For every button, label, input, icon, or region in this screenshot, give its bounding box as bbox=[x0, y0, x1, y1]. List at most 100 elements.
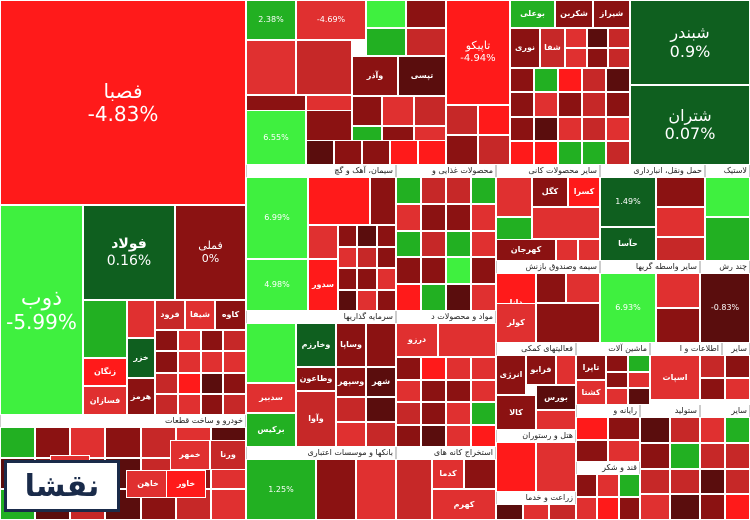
stock-tile[interactable] bbox=[200, 372, 224, 394]
stock-tile[interactable] bbox=[177, 330, 201, 352]
stock-tile[interactable] bbox=[606, 140, 630, 165]
stock-tile[interactable]: وطاعون bbox=[296, 367, 336, 391]
stock-tile[interactable] bbox=[210, 489, 246, 520]
stock-tile[interactable]: هرمز bbox=[127, 378, 155, 415]
stock-tile[interactable]: وساپا bbox=[336, 323, 366, 367]
stock-tile[interactable] bbox=[606, 355, 628, 372]
stock-tile[interactable]: سدور bbox=[308, 259, 338, 311]
stock-tile[interactable] bbox=[558, 140, 582, 165]
stock-tile[interactable] bbox=[640, 468, 670, 495]
stock-tile[interactable] bbox=[586, 48, 609, 68]
stock-tile[interactable] bbox=[177, 372, 201, 394]
stock-tile[interactable] bbox=[556, 239, 578, 261]
sector-header[interactable]: فعالیتهای کمکی bbox=[496, 343, 576, 355]
stock-tile[interactable]: خاور bbox=[166, 470, 206, 498]
stock-tile[interactable] bbox=[606, 68, 630, 93]
stock-tile[interactable] bbox=[406, 28, 446, 56]
stock-tile[interactable] bbox=[418, 140, 446, 165]
stock-tile[interactable] bbox=[656, 237, 705, 261]
stock-tile[interactable] bbox=[357, 225, 377, 247]
stock-tile[interactable] bbox=[576, 417, 608, 440]
sector-header[interactable]: زراعت و خدما bbox=[496, 492, 576, 504]
stock-tile[interactable]: فسازان bbox=[83, 386, 127, 415]
stock-tile[interactable] bbox=[608, 48, 630, 68]
stock-tile[interactable] bbox=[536, 410, 576, 430]
stock-tile[interactable] bbox=[366, 0, 406, 28]
stock-tile[interactable]: -4.69% bbox=[296, 0, 366, 40]
stock-tile[interactable]: شبندر 0.9% bbox=[630, 0, 750, 85]
stock-tile[interactable]: کشتا bbox=[576, 380, 606, 405]
stock-tile[interactable] bbox=[390, 140, 418, 165]
stock-tile[interactable] bbox=[496, 442, 536, 492]
stock-tile[interactable]: شیفا bbox=[185, 300, 215, 330]
stock-tile[interactable] bbox=[357, 268, 377, 290]
stock-tile[interactable] bbox=[396, 379, 421, 402]
stock-tile[interactable] bbox=[446, 357, 471, 380]
stock-tile[interactable]: شکربن bbox=[555, 0, 593, 28]
stock-tile[interactable] bbox=[446, 379, 471, 402]
stock-tile[interactable]: فرابو bbox=[526, 355, 556, 385]
stock-tile[interactable]: بورس bbox=[536, 385, 576, 410]
stock-tile[interactable]: شهر bbox=[366, 367, 396, 397]
stock-tile[interactable] bbox=[478, 135, 510, 165]
stock-tile[interactable] bbox=[155, 330, 178, 352]
stock-tile[interactable] bbox=[471, 284, 496, 311]
stock-tile[interactable] bbox=[105, 427, 141, 458]
stock-tile[interactable] bbox=[308, 177, 370, 225]
stock-tile[interactable] bbox=[618, 497, 640, 520]
stock-tile[interactable]: اسپات bbox=[650, 355, 700, 400]
stock-tile[interactable] bbox=[628, 371, 650, 389]
stock-tile[interactable] bbox=[438, 323, 496, 357]
stock-tile[interactable] bbox=[223, 351, 246, 373]
stock-tile[interactable]: 4.98% bbox=[246, 259, 308, 311]
stock-tile[interactable] bbox=[471, 357, 496, 380]
stock-tile[interactable] bbox=[70, 427, 106, 458]
stock-tile[interactable] bbox=[534, 92, 558, 117]
sector-header[interactable]: خودرو و ساخت قطعات bbox=[0, 415, 246, 427]
sector-header[interactable]: هتل و رستوران bbox=[496, 430, 576, 442]
stock-tile[interactable]: تاپیکو -4.94% bbox=[446, 0, 510, 105]
stock-tile[interactable] bbox=[670, 442, 700, 469]
stock-tile[interactable] bbox=[471, 203, 496, 231]
stock-tile[interactable]: تپسی bbox=[398, 56, 446, 96]
stock-tile[interactable] bbox=[536, 303, 600, 343]
stock-tile[interactable] bbox=[406, 0, 446, 28]
stock-tile[interactable] bbox=[336, 422, 366, 447]
stock-tile[interactable] bbox=[597, 497, 619, 520]
stock-tile[interactable]: کالا bbox=[496, 395, 536, 430]
sector-header[interactable]: ماشین آلات bbox=[576, 343, 650, 355]
stock-tile[interactable] bbox=[446, 257, 471, 285]
stock-tile[interactable] bbox=[582, 140, 606, 165]
stock-tile[interactable] bbox=[471, 257, 496, 285]
stock-tile[interactable] bbox=[421, 402, 446, 425]
stock-tile[interactable] bbox=[376, 289, 396, 311]
stock-tile[interactable] bbox=[421, 203, 446, 231]
stock-tile[interactable] bbox=[352, 96, 382, 126]
stock-tile[interactable] bbox=[510, 116, 534, 141]
stock-tile[interactable]: -0.83% bbox=[700, 273, 750, 343]
stock-tile[interactable] bbox=[725, 468, 750, 495]
stock-tile[interactable] bbox=[534, 116, 558, 141]
stock-tile[interactable] bbox=[700, 417, 725, 443]
stock-tile[interactable] bbox=[223, 330, 246, 352]
stock-tile[interactable]: وسپهر bbox=[336, 367, 366, 397]
stock-tile[interactable]: کولر bbox=[496, 303, 536, 343]
stock-tile[interactable]: کدما bbox=[432, 459, 464, 489]
stock-tile[interactable] bbox=[725, 355, 750, 378]
stock-tile[interactable]: کسرا bbox=[568, 177, 600, 207]
stock-tile[interactable] bbox=[200, 393, 224, 415]
stock-tile[interactable]: نوری bbox=[510, 28, 540, 68]
stock-tile[interactable]: وخارزم bbox=[296, 323, 336, 367]
stock-tile[interactable] bbox=[640, 417, 670, 443]
stock-tile[interactable] bbox=[370, 177, 396, 225]
stock-tile[interactable] bbox=[446, 402, 471, 425]
stock-tile[interactable] bbox=[296, 40, 352, 95]
stock-tile[interactable] bbox=[700, 494, 725, 520]
stock-tile[interactable] bbox=[396, 203, 421, 231]
sector-header[interactable]: مواد و محصولات د bbox=[396, 311, 496, 323]
stock-tile[interactable] bbox=[725, 494, 750, 520]
stock-tile[interactable] bbox=[155, 351, 178, 373]
sector-header[interactable]: سرمایه گذاریها bbox=[246, 311, 396, 323]
stock-tile[interactable] bbox=[382, 96, 414, 126]
stock-tile[interactable] bbox=[35, 427, 71, 458]
